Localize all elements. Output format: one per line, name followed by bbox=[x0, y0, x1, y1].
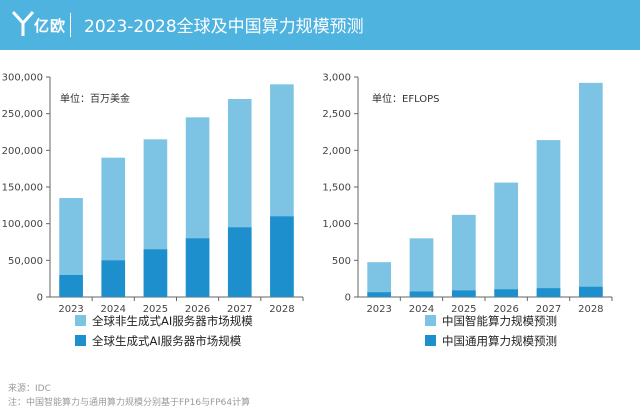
bar-subset bbox=[494, 289, 519, 297]
bar-subset bbox=[270, 216, 294, 297]
footer-source: 来源：IDC bbox=[8, 384, 51, 394]
bar-total bbox=[451, 214, 476, 297]
bar-subset bbox=[59, 275, 83, 297]
bar-subset bbox=[451, 290, 476, 297]
y-tick-label: 2,000 bbox=[322, 146, 351, 157]
y-tick-label: 300,000 bbox=[2, 73, 43, 84]
x-tick-label: 2024 bbox=[101, 304, 126, 315]
unit-label: 单位：百万美金 bbox=[60, 92, 130, 105]
header-bar: 亿欧 2023-2028全球及中国算力规模预测 bbox=[0, 0, 640, 50]
x-tick-label: 2025 bbox=[143, 304, 168, 315]
charts-area: 0 50,000 100,000 150,000 200,000 250,000 300,0… bbox=[2, 73, 613, 348]
bar-subset bbox=[227, 227, 252, 297]
logo-text: 亿欧 bbox=[34, 17, 67, 35]
x-tick-label: 2023 bbox=[366, 304, 391, 315]
y-tick-label: 100,000 bbox=[2, 219, 43, 230]
y-tick-label: 150,000 bbox=[2, 183, 43, 194]
bar-total bbox=[536, 140, 561, 297]
y-tick-label: 500 bbox=[332, 256, 351, 267]
legend-swatch bbox=[425, 335, 436, 346]
chart-global-ai-server-market: 0 50,000 100,000 150,000 200,000 250,000 300,0… bbox=[2, 73, 304, 348]
legend-label: 中国通用算力规模预测 bbox=[442, 334, 557, 348]
footer-note: 注：中国智能算力与通用算力规模分别基于FP16与FP64计算 bbox=[8, 398, 251, 408]
x-tick-label: 2024 bbox=[409, 304, 434, 315]
legend-label: 中国智能算力规模预测 bbox=[442, 314, 557, 328]
y-tick-label: 200,000 bbox=[2, 146, 43, 157]
y-tick-label: 1,500 bbox=[322, 183, 351, 194]
y-tick-label: 0 bbox=[37, 293, 43, 304]
logo-y-icon bbox=[12, 10, 34, 36]
y-tick-label: 50,000 bbox=[8, 256, 43, 267]
legend-label: 全球非生成式AI服务器市场规模 bbox=[92, 314, 253, 328]
page-title: 2023-2028全球及中国算力规模预测 bbox=[84, 17, 364, 37]
bar-total bbox=[367, 262, 392, 297]
header-divider bbox=[70, 13, 71, 37]
chart-china-compute-scale: 0 500 1,000 1,500 2,000 2,500 3,000 单位：EFLOPS 20… bbox=[322, 73, 613, 348]
y-tick-label: 0 bbox=[345, 293, 351, 304]
legend-swatch bbox=[75, 335, 86, 346]
bar-subset bbox=[578, 286, 603, 297]
y-tick-label: 3,000 bbox=[322, 73, 351, 84]
bar-subset bbox=[101, 260, 126, 297]
bar-total bbox=[494, 182, 519, 297]
legend-label: 全球生成式AI服务器市场规模 bbox=[92, 334, 242, 348]
yiou-logo: 亿欧 bbox=[12, 10, 82, 40]
x-tick-label: 2025 bbox=[451, 304, 476, 315]
x-tick-label: 2028 bbox=[269, 304, 294, 315]
bar-subset bbox=[536, 288, 561, 297]
bar-subset bbox=[185, 238, 210, 297]
x-tick-label: 2026 bbox=[185, 304, 210, 315]
bar-total bbox=[409, 238, 434, 297]
y-tick-label: 1,000 bbox=[322, 219, 351, 230]
x-tick-label: 2023 bbox=[58, 304, 83, 315]
bar-total bbox=[59, 198, 83, 297]
unit-label: 单位：EFLOPS bbox=[372, 92, 440, 105]
bar-total bbox=[578, 82, 603, 297]
x-tick-label: 2027 bbox=[536, 304, 561, 315]
y-tick-label: 250,000 bbox=[2, 109, 43, 120]
bar-subset bbox=[367, 292, 392, 297]
legend-swatch bbox=[75, 315, 86, 326]
x-tick-label: 2027 bbox=[227, 304, 252, 315]
x-tick-label: 2028 bbox=[578, 304, 603, 315]
bar-subset bbox=[143, 249, 168, 297]
legend-swatch bbox=[425, 315, 436, 326]
y-tick-label: 2,500 bbox=[322, 109, 351, 120]
bar-subset bbox=[409, 291, 434, 297]
x-tick-label: 2026 bbox=[493, 304, 518, 315]
